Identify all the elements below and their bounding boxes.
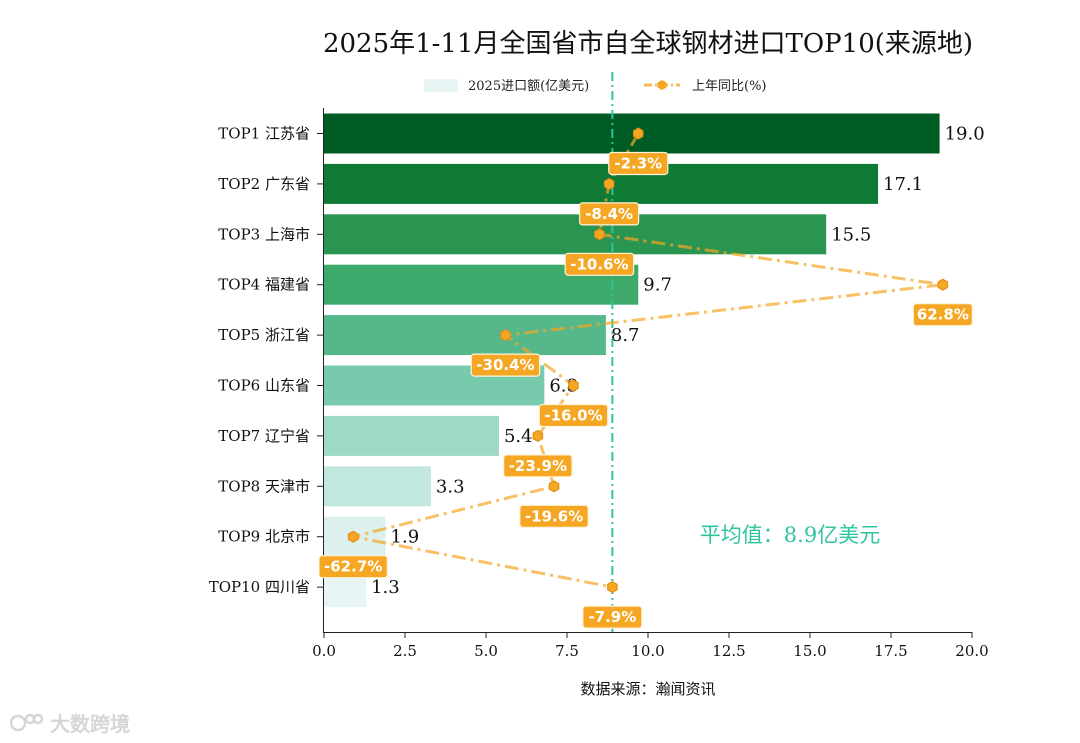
x-tick-label: 20.0 <box>955 642 988 660</box>
yoy-label-box <box>912 303 973 327</box>
yoy-label-box <box>608 151 669 176</box>
yoy-marker <box>594 228 605 241</box>
watermark-text: 大数跨境 <box>50 712 130 736</box>
bar-value-label: 8.7 <box>611 325 640 346</box>
bar-value-label: 15.5 <box>831 224 871 245</box>
y-tick-label: TOP6 山东省 <box>218 377 310 395</box>
x-axis-ticks: 0.0 2.5 5.0 7.5 10.0 12.5 15.0 17.5 20.0 <box>312 632 989 660</box>
x-tick-label: 0.0 <box>312 642 336 660</box>
bar <box>324 415 499 456</box>
yoy-label: -19.6% <box>525 507 583 525</box>
bar <box>324 113 940 154</box>
y-tick-label: TOP10 四川省 <box>209 578 310 596</box>
x-tick-label: 15.0 <box>793 642 826 660</box>
bar-value-label: 1.3 <box>371 577 400 598</box>
bar-value-label: 19.0 <box>945 124 985 145</box>
yoy-marker <box>568 379 579 392</box>
chart-title: 2025年1-11月全国省市自全球钢材进口TOP10(来源地) <box>323 29 973 59</box>
yoy-label: -16.0% <box>544 407 602 425</box>
bars <box>324 113 940 608</box>
yoy-label: -10.6% <box>570 255 628 273</box>
yoy-label-box <box>538 403 609 428</box>
x-tick-label: 7.5 <box>555 642 579 660</box>
bar <box>324 214 827 255</box>
y-tick-label: TOP8 天津市 <box>218 477 310 495</box>
y-tick-label: TOP9 北京市 <box>218 528 310 546</box>
y-tick-label: TOP3 上海市 <box>218 225 310 243</box>
y-tick-label: TOP1 江苏省 <box>218 125 310 143</box>
y-tick-label: TOP2 广东省 <box>218 175 310 193</box>
y-axis-labels: TOP1 江苏省 TOP2 广东省 TOP3 上海市 TOP4 福建省 TOP5 浙江省… <box>209 125 323 596</box>
yoy-label: -7.9% <box>588 608 636 626</box>
yoy-label: -30.4% <box>476 356 534 374</box>
yoy-label: -8.4% <box>585 205 633 223</box>
y-tick-label: TOP5 浙江省 <box>218 326 310 344</box>
yoy-label: -2.3% <box>614 155 662 173</box>
average-label: 平均值：8.9亿美元 <box>700 523 880 547</box>
x-tick-label: 5.0 <box>474 642 498 660</box>
x-axis-label: 数据来源：瀚闻资讯 <box>580 680 715 698</box>
bar-value-label: 3.3 <box>436 476 465 497</box>
yoy-label: -62.7% <box>324 558 382 576</box>
yoy-marker <box>347 530 359 543</box>
yoy-label-box <box>318 555 388 579</box>
yoy-marker <box>500 329 511 342</box>
watermark: 大数跨境 <box>10 708 130 737</box>
yoy-marker <box>532 429 544 442</box>
bar-value-label: 1.9 <box>391 527 420 548</box>
x-tick-label: 2.5 <box>393 642 417 660</box>
yoy-label-box <box>582 605 643 629</box>
yoy-labels: -2.3% -8.4% -10.6% 62.8% -30.4% -16.0% -23.9% -… <box>318 151 973 629</box>
y-tick-label: TOP4 福建省 <box>218 276 310 294</box>
bar-value-label: 17.1 <box>883 174 923 195</box>
legend-line-label: 上年同比(%) <box>692 79 767 94</box>
bar <box>324 466 431 507</box>
bar-value-label: 6.8 <box>549 376 578 397</box>
yoy-label-box <box>579 202 640 226</box>
bar-value-labels: 19.0 17.1 15.5 9.7 8.7 6.8 5.4 3.3 1.9 1.3 <box>371 124 985 599</box>
x-tick-label: 10.0 <box>631 642 664 660</box>
legend-line-marker <box>657 80 667 90</box>
yoy-label-box <box>519 504 589 528</box>
yoy-label-box <box>470 353 541 377</box>
bar-value-label: 5.4 <box>504 426 533 447</box>
x-tick-label: 17.5 <box>874 642 907 660</box>
yoy-marker <box>548 480 560 493</box>
yoy-marker <box>607 581 618 594</box>
legend-bar-swatch <box>424 79 458 92</box>
yoy-marker <box>603 177 615 190</box>
y-tick-label: TOP7 辽宁省 <box>218 427 310 445</box>
bar-value-label: 9.7 <box>643 275 672 296</box>
legend: 2025进口额(亿美元) 上年同比(%) <box>424 79 767 94</box>
x-tick-label: 12.5 <box>712 642 745 660</box>
bar <box>324 163 879 204</box>
watermark-logo-icon <box>10 713 44 731</box>
yoy-label-box <box>564 252 635 276</box>
legend-bar-label: 2025进口额(亿美元) <box>468 79 589 94</box>
yoy-label-box <box>503 454 573 478</box>
yoy-label: 62.8% <box>917 306 969 324</box>
yoy-label: -23.9% <box>509 457 567 475</box>
bar <box>324 315 606 356</box>
yoy-marker <box>937 278 949 291</box>
yoy-markers <box>347 127 949 594</box>
yoy-marker <box>633 127 644 140</box>
